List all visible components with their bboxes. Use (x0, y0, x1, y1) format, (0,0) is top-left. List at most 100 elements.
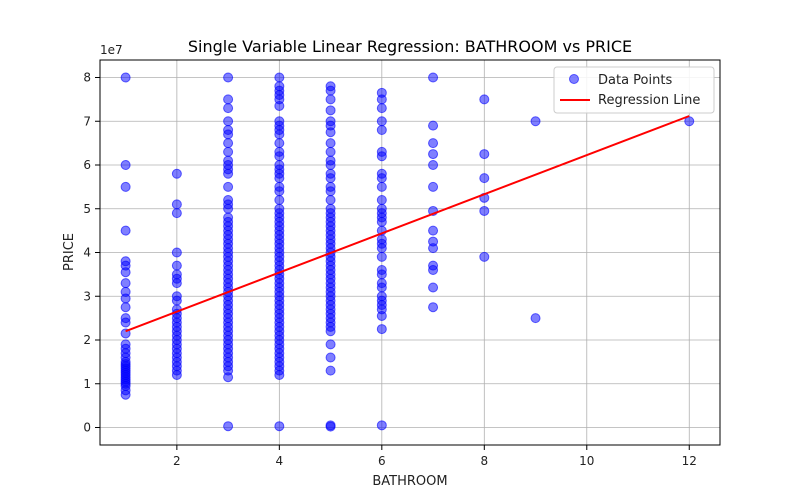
x-axis-label: BATHROOM (372, 474, 447, 489)
legend-marker-points (569, 74, 579, 84)
data-point (274, 421, 285, 432)
data-point (376, 243, 387, 254)
data-point (120, 267, 131, 278)
data-point (223, 138, 234, 149)
y-tick-label: 7 (83, 114, 91, 128)
data-point (223, 116, 234, 127)
data-point (428, 120, 439, 131)
y-axis-ticks: 0 1 2 3 4 5 6 7 8 (83, 71, 100, 435)
data-point (376, 103, 387, 114)
data-point (376, 269, 387, 280)
data-point (274, 138, 285, 149)
y-tick-label: 2 (83, 333, 91, 347)
legend: Data Points Regression Line (553, 66, 715, 114)
data-point (376, 151, 387, 162)
data-point (171, 208, 182, 219)
data-point (428, 302, 439, 313)
data-point (120, 302, 131, 313)
data-point (325, 146, 336, 157)
data-point (223, 203, 234, 214)
data-point (223, 168, 234, 179)
data-point (530, 313, 541, 324)
y-tick-label: 4 (83, 246, 91, 260)
data-point (274, 195, 285, 205)
legend-label-points: Data Points (598, 73, 672, 88)
data-point (428, 243, 439, 254)
data-point (376, 116, 387, 127)
data-point (274, 100, 285, 111)
regression-line (125, 115, 690, 333)
data-point (325, 85, 336, 96)
data-point (120, 160, 131, 170)
data-point (428, 160, 439, 170)
data-point (376, 310, 387, 321)
data-point (325, 105, 336, 116)
x-tick-label: 8 (480, 454, 488, 468)
data-point (274, 72, 285, 83)
data-point (171, 247, 182, 258)
data-point (479, 251, 490, 262)
y-tick-label: 3 (83, 289, 91, 303)
plot-area (99, 59, 721, 446)
data-point (120, 225, 131, 236)
data-point (171, 168, 182, 179)
y-tick-label: 1 (83, 377, 91, 391)
data-point (428, 181, 439, 192)
data-point (376, 324, 387, 335)
data-point (274, 186, 285, 197)
data-point (171, 199, 182, 210)
data-point (428, 282, 439, 293)
data-point (223, 129, 234, 140)
data-point (325, 352, 336, 363)
data-point (376, 125, 387, 135)
y-tick-label: 8 (83, 71, 91, 85)
x-tick-label: 10 (579, 454, 594, 468)
data-point (325, 186, 336, 197)
data-point (325, 339, 336, 350)
data-point (274, 129, 285, 140)
legend-box (553, 66, 715, 114)
data-point (171, 278, 182, 289)
data-point (120, 293, 131, 304)
data-point (223, 181, 234, 192)
data-point (479, 173, 490, 184)
data-point (479, 94, 490, 105)
y-tick-label: 5 (83, 202, 91, 216)
data-point (120, 317, 131, 328)
data-point (376, 195, 387, 205)
data-point (428, 225, 439, 236)
data-point (530, 116, 541, 127)
data-point (171, 370, 182, 380)
data-point (479, 205, 490, 216)
data-point (428, 72, 439, 83)
y-offset-label: 1e7 (100, 43, 123, 57)
data-point (325, 173, 336, 184)
data-point (376, 94, 387, 105)
data-point (120, 389, 131, 400)
data-point (274, 370, 285, 380)
data-point (274, 173, 285, 184)
data-point (325, 421, 336, 432)
data-point (325, 160, 336, 170)
data-point (223, 372, 234, 383)
data-point (325, 195, 336, 205)
data-point (325, 365, 336, 376)
data-point (171, 295, 182, 306)
x-tick-label: 4 (276, 454, 284, 468)
data-point (325, 127, 336, 138)
data-point (325, 94, 336, 105)
data-point (325, 138, 336, 149)
data-point (223, 72, 234, 83)
y-tick-label: 6 (83, 158, 91, 172)
data-point (428, 149, 439, 160)
chart-title: Single Variable Linear Regression: BATHR… (188, 37, 632, 56)
x-tick-label: 6 (378, 454, 386, 468)
data-point (376, 216, 387, 227)
data-point (325, 326, 336, 337)
data-point (376, 420, 387, 431)
data-point (428, 138, 439, 149)
data-point (376, 173, 387, 184)
y-tick-label: 0 (83, 421, 91, 435)
data-point (171, 260, 182, 271)
